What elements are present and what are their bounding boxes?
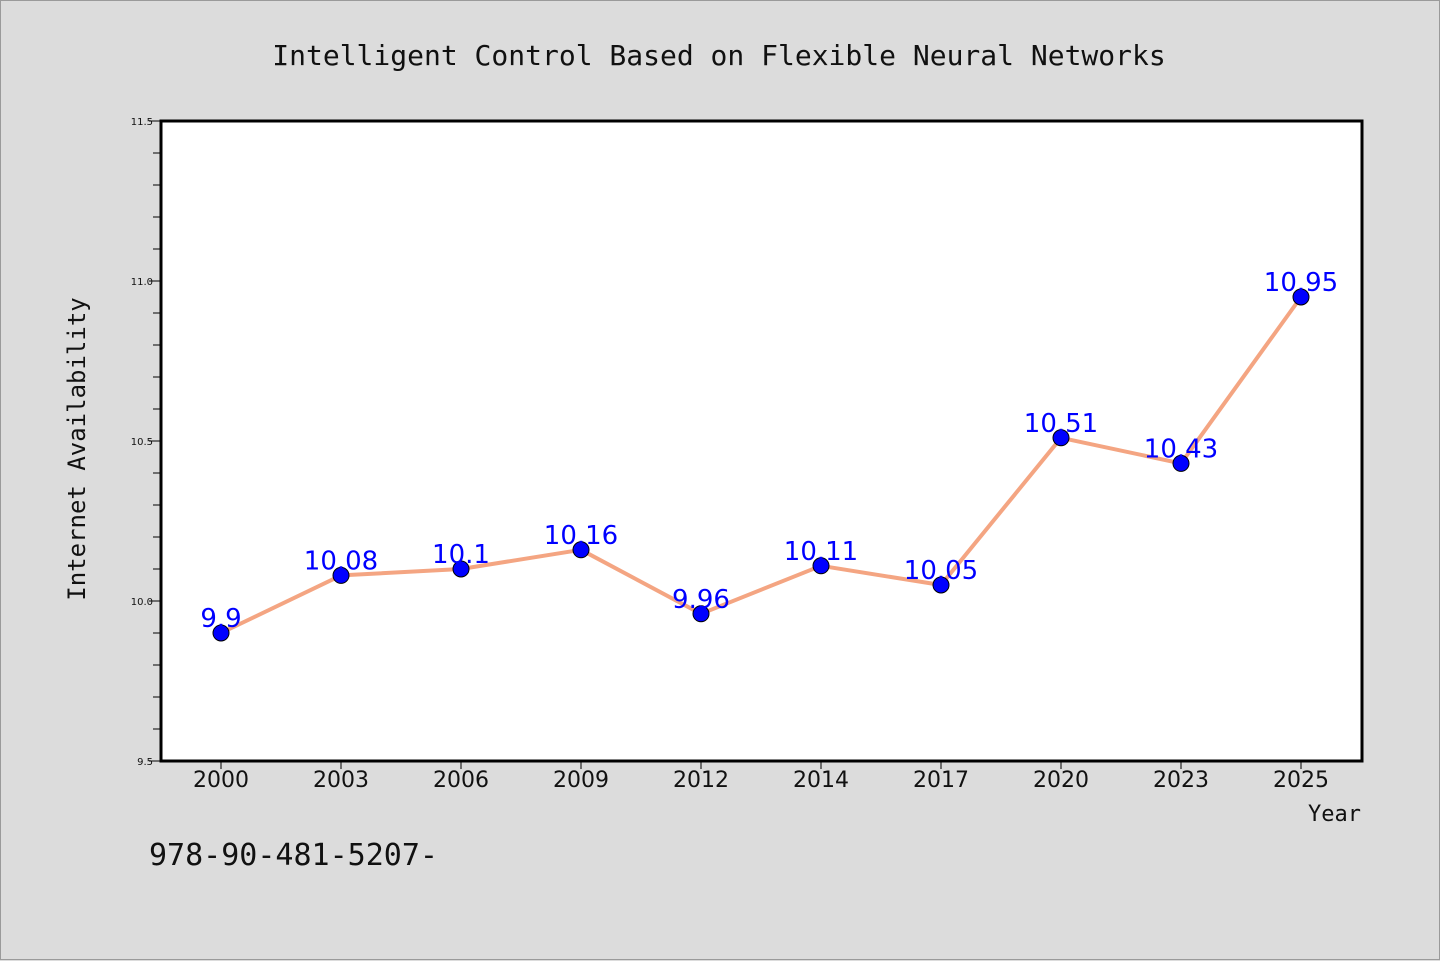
data-label: 10.1 bbox=[432, 540, 490, 570]
x-tick-label: 2023 bbox=[1153, 768, 1209, 793]
y-axis-ticks: 9.5 10.0 10.5 11.0 11.5 bbox=[131, 117, 161, 768]
series-line-group bbox=[220, 295, 1303, 635]
x-tick-label: 2003 bbox=[313, 768, 369, 793]
x-tick-label: 2009 bbox=[553, 768, 609, 793]
series-line bbox=[220, 295, 1303, 635]
y-axis-label: Internet Availability bbox=[63, 297, 91, 600]
chart-title: Intelligent Control Based on Flexible Ne… bbox=[272, 39, 1165, 72]
x-tick-label: 2017 bbox=[913, 768, 969, 793]
data-label: 10.08 bbox=[304, 546, 378, 576]
x-tick-label: 2014 bbox=[793, 768, 849, 793]
x-tick-label: 2000 bbox=[193, 768, 249, 793]
isbn-text: 978-90-481-5207- bbox=[149, 838, 438, 873]
data-point bbox=[1172, 454, 1190, 472]
x-tick-label: 2020 bbox=[1033, 768, 1089, 793]
data-label: 9.9 bbox=[200, 604, 241, 634]
data-point bbox=[452, 560, 470, 578]
data-label: 9.96 bbox=[672, 585, 730, 615]
data-label: 10.16 bbox=[544, 521, 618, 551]
data-point bbox=[932, 576, 950, 594]
series-points-group bbox=[212, 288, 1310, 642]
x-tick-label: 2006 bbox=[433, 768, 489, 793]
plot-area bbox=[159, 119, 1364, 763]
data-point bbox=[692, 605, 710, 623]
data-point bbox=[1292, 288, 1310, 306]
x-axis-ticks: 2000 2003 2006 2009 2012 2014 2017 2020 2023 2025 bbox=[193, 761, 1329, 793]
data-label: 10.51 bbox=[1024, 409, 1098, 439]
data-point bbox=[572, 541, 590, 559]
data-point bbox=[212, 624, 230, 642]
data-point bbox=[332, 566, 350, 584]
y-tick-label: 11.0 bbox=[131, 277, 153, 288]
y-tick-label: 11.5 bbox=[131, 117, 153, 128]
data-labels-group: 9.9 10.08 10.1 10.16 9.96 10.11 10.05 10.51 10.4… bbox=[200, 268, 1338, 634]
data-point bbox=[1052, 429, 1070, 447]
x-axis-label: Year bbox=[1308, 802, 1361, 827]
x-tick-label: 2025 bbox=[1273, 768, 1329, 793]
data-label: 10.05 bbox=[904, 556, 978, 586]
y-tick-label: 9.5 bbox=[137, 757, 153, 768]
y-tick-label: 10.0 bbox=[131, 597, 153, 608]
data-label: 10.11 bbox=[784, 537, 858, 567]
data-point bbox=[812, 557, 830, 575]
data-label: 10.43 bbox=[1144, 434, 1218, 464]
x-tick-label: 2012 bbox=[673, 768, 729, 793]
data-label: 10.95 bbox=[1264, 268, 1338, 298]
y-tick-label: 10.5 bbox=[131, 437, 153, 448]
